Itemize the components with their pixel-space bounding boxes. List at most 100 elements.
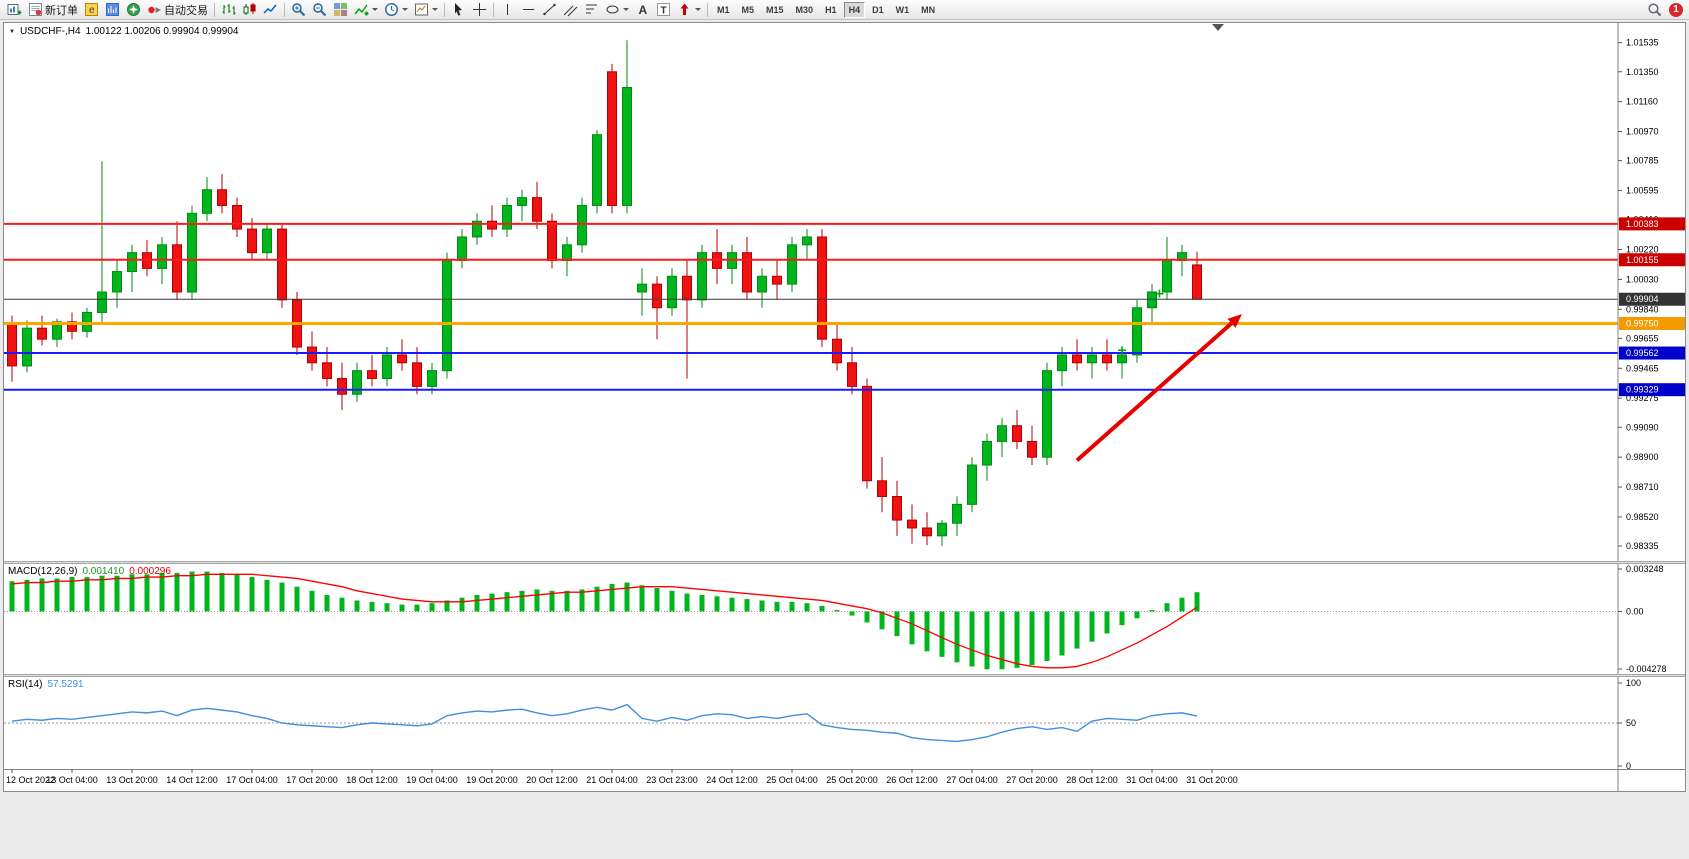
- macd-signal-value: 0.000296: [129, 566, 171, 577]
- market-watch-button[interactable]: [102, 1, 123, 19]
- trendline-button[interactable]: [539, 1, 560, 19]
- macd-panel: 0.003248 0.00 -0.004278 MACD(12,26,9) 0.00…: [4, 564, 1685, 674]
- chart-dropdown-icon[interactable]: ▼: [9, 28, 15, 35]
- text-t-icon: T: [656, 2, 671, 17]
- svg-text:100: 100: [1626, 678, 1641, 688]
- svg-text:25 Oct 20:00: 25 Oct 20:00: [826, 775, 878, 785]
- text-button[interactable]: A: [632, 1, 653, 19]
- chart-shift-marker: [1212, 24, 1224, 31]
- chart-plus-icon: [7, 2, 22, 17]
- crosshair-icon: [472, 2, 487, 17]
- svg-text:17 Oct 20:00: 17 Oct 20:00: [286, 775, 338, 785]
- svg-text:0.98335: 0.98335: [1626, 541, 1659, 551]
- line-icon: [263, 2, 278, 17]
- price-chart-canvas[interactable]: 1.01535 1.01350 1.01160 1.00970 1.00785 1.005…: [4, 23, 1685, 561]
- new-chart-button[interactable]: [4, 1, 25, 19]
- timeframe-w1[interactable]: W1: [895, 4, 910, 15]
- dropdown-arrow-icon[interactable]: [372, 8, 378, 11]
- templates-button[interactable]: [411, 1, 441, 19]
- chart-ohlc: 1.00122 1.00206 0.99904 0.99904: [85, 26, 239, 37]
- navigator-button[interactable]: [123, 1, 144, 19]
- arrows-button[interactable]: [674, 1, 704, 19]
- macd-main-value: 0.001410: [82, 566, 125, 577]
- timeframe-m15[interactable]: M15: [766, 4, 784, 15]
- text-label-button[interactable]: T: [653, 1, 674, 19]
- cursor-button[interactable]: [448, 1, 469, 19]
- svg-text:0.99562: 0.99562: [1626, 348, 1659, 358]
- svg-text:31 Oct 04:00: 31 Oct 04:00: [1126, 775, 1178, 785]
- dropdown-arrow-icon[interactable]: [432, 8, 438, 11]
- dropdown-arrow-icon[interactable]: [402, 8, 408, 11]
- svg-text:e: e: [89, 5, 95, 16]
- timeframe-m30[interactable]: M30: [795, 4, 814, 15]
- toolbar-separator: [493, 2, 494, 17]
- notification-badge[interactable]: 1: [1669, 2, 1683, 17]
- metaeditor-button[interactable]: e: [81, 1, 102, 19]
- cursor-icon: [451, 2, 466, 17]
- timeframe-m5[interactable]: M5: [741, 4, 755, 15]
- bars-icon: [221, 2, 236, 17]
- tile-windows-button[interactable]: [330, 1, 351, 19]
- svg-text:20 Oct 12:00: 20 Oct 12:00: [526, 775, 578, 785]
- time-axis: 12 Oct 2022 13 Oct 04:00 13 Oct 20:00 14 Oc…: [4, 769, 1685, 791]
- timeframe-h4[interactable]: H4: [843, 1, 866, 18]
- fibonacci-button[interactable]: [581, 1, 602, 19]
- line-chart-mode-button[interactable]: [260, 1, 281, 19]
- horizontal-line-button[interactable]: [518, 1, 539, 19]
- svg-text:26 Oct 12:00: 26 Oct 12:00: [886, 775, 938, 785]
- toolbar-buttons: 新订单 e 自动交易 A T: [4, 1, 711, 19]
- svg-text:0.99090: 0.99090: [1626, 422, 1659, 432]
- search-icon[interactable]: [1644, 1, 1665, 19]
- navigator-icon: [126, 2, 141, 17]
- svg-text:0.99840: 0.99840: [1626, 304, 1659, 314]
- timeframe-mn[interactable]: MN: [921, 4, 936, 15]
- shapes-button[interactable]: [602, 1, 632, 19]
- editor-icon: e: [84, 2, 99, 17]
- trendline-icon: [542, 2, 557, 17]
- fibo-icon: [584, 2, 599, 17]
- dropdown-arrow-icon[interactable]: [695, 8, 701, 11]
- new-order-label: 新订单: [45, 4, 78, 17]
- svg-text:-0.004278: -0.004278: [1626, 664, 1667, 674]
- svg-text:1.01535: 1.01535: [1626, 38, 1659, 48]
- indicators-button[interactable]: [351, 1, 381, 19]
- panel-splitter[interactable]: [4, 674, 1685, 677]
- rsi-label: RSI(14) 57.5291: [8, 679, 84, 690]
- svg-text:1.00030: 1.00030: [1626, 274, 1659, 284]
- timeframe-d1[interactable]: D1: [872, 4, 884, 15]
- timeframe-m1[interactable]: M1: [717, 4, 730, 15]
- new-order-button[interactable]: 新订单: [25, 1, 81, 19]
- vertical-line-button[interactable]: [497, 1, 518, 19]
- svg-text:27 Oct 04:00: 27 Oct 04:00: [946, 775, 998, 785]
- svg-text:21 Oct 04:00: 21 Oct 04:00: [586, 775, 638, 785]
- candle-chart-mode-button[interactable]: [239, 1, 260, 19]
- toolbar-separator: [284, 2, 285, 17]
- svg-text:0.98520: 0.98520: [1626, 512, 1659, 522]
- svg-text:0.98710: 0.98710: [1626, 482, 1659, 492]
- equidistant-channel-button[interactable]: [560, 1, 581, 19]
- zoom-out-icon: [312, 2, 327, 17]
- hline-icon: [521, 2, 536, 17]
- timeframe-toolbar: M1 M5 M15 M30 H1 H4 D1 W1 MN: [711, 1, 941, 18]
- svg-text:1.00595: 1.00595: [1626, 186, 1659, 196]
- macd-canvas[interactable]: 0.003248 0.00 -0.004278: [4, 564, 1685, 674]
- zoom-in-button[interactable]: [288, 1, 309, 19]
- bar-chart-mode-button[interactable]: [218, 1, 239, 19]
- svg-text:0.99329: 0.99329: [1626, 385, 1659, 395]
- toolbar-right: 1: [1644, 1, 1685, 19]
- crosshair-button[interactable]: [469, 1, 490, 19]
- svg-text:31 Oct 20:00: 31 Oct 20:00: [1186, 775, 1238, 785]
- svg-text:1.00785: 1.00785: [1626, 156, 1659, 166]
- zoom-out-button[interactable]: [309, 1, 330, 19]
- panel-splitter[interactable]: [4, 561, 1685, 564]
- timeframe-h1[interactable]: H1: [825, 4, 837, 15]
- macd-label: MACD(12,26,9) 0.001410 0.000296: [8, 566, 171, 577]
- rsi-name: RSI(14): [8, 679, 43, 690]
- rsi-canvas[interactable]: 100 50 0: [4, 677, 1685, 771]
- dropdown-arrow-icon[interactable]: [623, 8, 629, 11]
- zoom-in-icon: [291, 2, 306, 17]
- autotrading-button[interactable]: 自动交易: [144, 1, 211, 19]
- svg-text:0.003248: 0.003248: [1626, 564, 1664, 574]
- periods-button[interactable]: [381, 1, 411, 19]
